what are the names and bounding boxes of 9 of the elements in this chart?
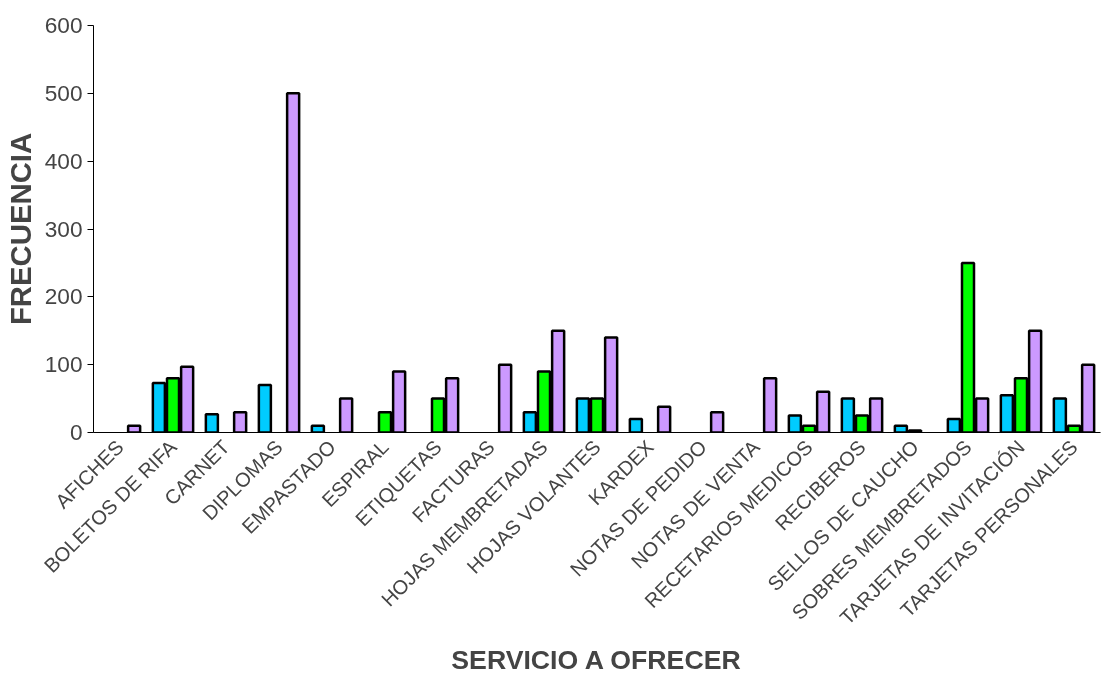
y-axis-title: FRECUENCIA <box>3 132 37 326</box>
y-tick-label: 0 <box>69 419 83 445</box>
y-tick-label: 200 <box>44 283 83 310</box>
y-tick-label: 300 <box>44 215 83 242</box>
y-tick-label: 400 <box>44 147 83 174</box>
y-tick-label: 500 <box>44 79 83 106</box>
y-tick-label: 100 <box>44 351 83 378</box>
x-axis-title: SERVICIO A OFRECER <box>451 644 741 675</box>
y-tick-label: 600 <box>44 12 83 38</box>
